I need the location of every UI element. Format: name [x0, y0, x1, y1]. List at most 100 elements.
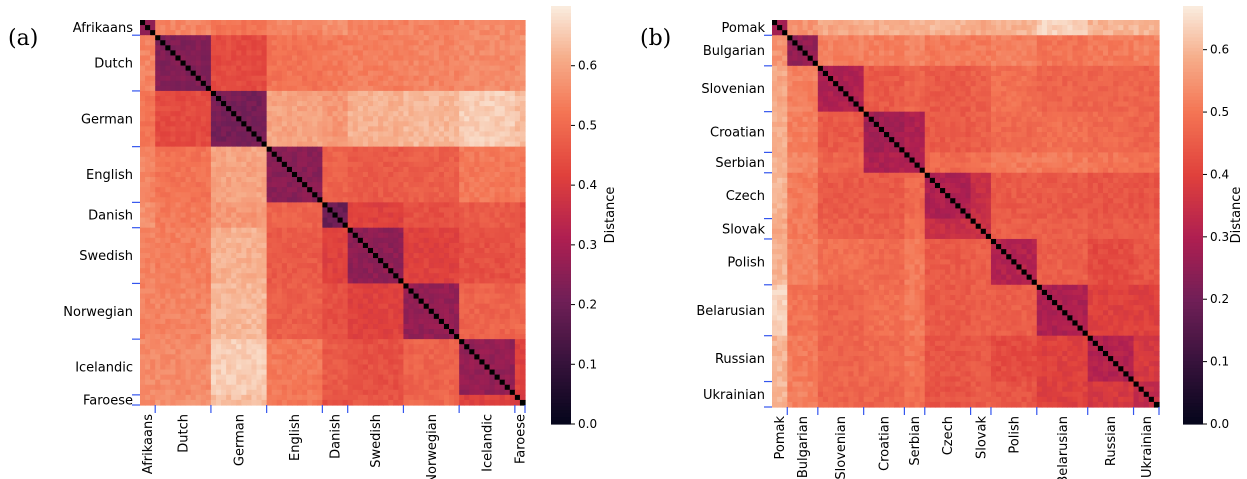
cell-Dutch-Swedish: [398, 45, 405, 51]
cell-Danish-Swedish: [373, 212, 379, 219]
cell-Swedish-German: [231, 247, 237, 254]
cell-Norwegian-Icelandic: [499, 293, 506, 300]
cell-Swedish-Dutch: [160, 278, 166, 285]
cell-Norwegian-English: [286, 308, 293, 315]
cell-Norwegian-English: [317, 329, 323, 335]
cell-German-Swedish: [373, 106, 379, 112]
cell-Norwegian-Danish: [332, 308, 339, 315]
cell-German-Danish: [327, 101, 334, 107]
cell-Swedish-Norwegian: [403, 263, 410, 269]
cell-English-German: [256, 182, 263, 188]
cell-Danish-German: [210, 202, 217, 209]
cell-Swedish-Faroese: [514, 263, 521, 269]
cell-Norwegian-Icelandic: [489, 329, 496, 335]
cell-Norwegian-English: [271, 318, 278, 325]
cell-German-Swedish: [393, 131, 399, 138]
cell-English-German: [246, 182, 253, 188]
cell-English-English: [276, 187, 283, 193]
cell-English-Dutch: [200, 146, 207, 153]
cell-Icelandic-Danish: [332, 344, 339, 350]
cell-English-German: [256, 146, 263, 153]
cell-Dutch-Swedish: [378, 75, 384, 82]
cell-Swedish-Icelandic: [479, 268, 486, 274]
cell-Dutch-Dutch: [175, 50, 182, 57]
cell-Dutch-Dutch: [170, 35, 177, 41]
cell-Danish-Swedish: [347, 217, 354, 224]
cell-Swedish-Danish: [337, 263, 344, 269]
cell-German-Dutch: [200, 131, 207, 138]
cell-Afrikaans-German: [261, 25, 268, 31]
cell-Norwegian-German: [231, 283, 237, 290]
cell-Danish-Norwegian: [438, 207, 445, 214]
cell-Danish-Icelandic: [459, 222, 465, 229]
cell-Dutch-Norwegian: [428, 55, 435, 62]
cell-English-English: [307, 192, 313, 198]
cell-German-Swedish: [398, 141, 405, 148]
cell-Swedish-English: [286, 253, 293, 259]
cell-German-English: [281, 131, 288, 138]
cell-Swedish-Swedish: [398, 258, 405, 264]
cell-Swedish-Norwegian: [443, 268, 450, 274]
cell-Dutch-Icelandic: [499, 65, 506, 72]
cell-German-German: [215, 90, 222, 97]
cell-English-German: [251, 192, 258, 198]
cell-German-Dutch: [165, 106, 171, 112]
cell-Icelandic-German: [231, 349, 237, 355]
cell-Norwegian-English: [291, 288, 298, 295]
cell-English-German: [226, 187, 232, 193]
cell-Dutch-Swedish: [357, 75, 364, 82]
cell-English-Faroese: [519, 182, 526, 188]
cell-German-German: [246, 116, 253, 122]
cell-German-German: [261, 95, 268, 102]
cell-English-German: [246, 177, 253, 183]
cell-Swedish-German: [226, 242, 232, 249]
cell-Swedish-Swedish: [352, 268, 359, 274]
cell-German-Norwegian: [433, 131, 440, 138]
cell-Dutch-German: [261, 85, 268, 92]
cell-English-Swedish: [383, 161, 389, 168]
cell-Norwegian-Dutch: [160, 283, 166, 290]
cell-Swedish-Swedish: [352, 278, 359, 285]
cell-Swedish-Swedish: [388, 247, 394, 254]
cell-Swedish-Swedish: [383, 253, 389, 259]
cell-Danish-German: [231, 202, 237, 209]
cell-Dutch-Dutch: [190, 80, 197, 87]
cell-Swedish-Afrikaans: [140, 263, 146, 269]
cell-Norwegian-Norwegian: [413, 298, 420, 305]
cell-Dutch-Afrikaans: [145, 75, 151, 82]
cell-Norwegian-Icelandic: [504, 298, 511, 305]
cell-Swedish-Afrikaans: [150, 268, 156, 274]
cell-Dutch-Danish: [337, 70, 344, 77]
cell-English-English: [302, 197, 308, 203]
cell-Danish-German: [241, 222, 247, 229]
cell-English-Icelandic: [459, 146, 465, 153]
cell-English-Dutch: [180, 151, 187, 158]
cell-Swedish-Norwegian: [408, 253, 415, 259]
cell-Danish-Icelandic: [464, 217, 470, 224]
cell-German-English: [276, 111, 283, 117]
cell-English-Dutch: [185, 187, 192, 193]
cell-Swedish-English: [276, 253, 283, 259]
cell-Swedish-Norwegian: [443, 242, 450, 249]
cell-Dutch-Norwegian: [454, 55, 460, 62]
cell-Dutch-Norwegian: [423, 40, 430, 46]
cell-Icelandic-Icelandic: [464, 344, 470, 350]
cell-Afrikaans-Swedish: [362, 25, 369, 31]
cell-Swedish-German: [215, 278, 222, 285]
cell-English-German: [246, 197, 253, 203]
cell-Swedish-Dutch: [195, 227, 202, 234]
cell-German-Danish: [342, 111, 349, 117]
cell-Icelandic-Icelandic: [474, 339, 481, 345]
cell-Norwegian-Dutch: [205, 334, 212, 340]
cell-Danish-German: [261, 202, 268, 209]
cell-Dutch-Swedish: [347, 80, 354, 87]
cell-Swedish-Dutch: [170, 227, 177, 234]
cell-Swedish-Icelandic: [474, 253, 481, 259]
cell-Swedish-Danish: [337, 237, 344, 244]
cell-German-German: [251, 126, 258, 133]
cell-Swedish-Faroese: [514, 258, 521, 264]
cell-Norwegian-Swedish: [378, 283, 384, 290]
cell-Dutch-Dutch: [190, 60, 197, 67]
cell-Dutch-Norwegian: [413, 60, 420, 67]
cell-Norwegian-Dutch: [200, 323, 207, 330]
